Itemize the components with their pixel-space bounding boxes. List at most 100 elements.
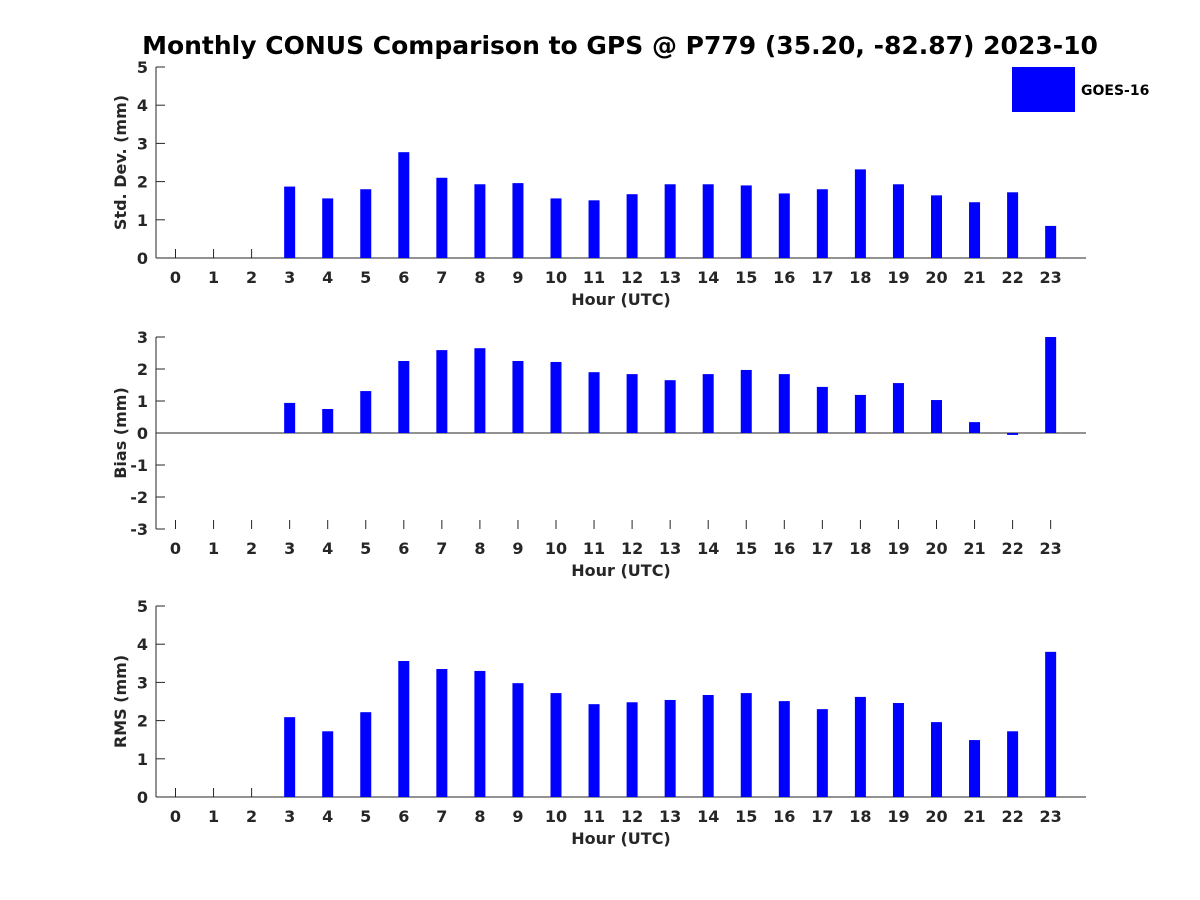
x-tick-label: 7 (436, 268, 447, 287)
x-tick-label: 1 (208, 539, 219, 558)
y-tick-label: -2 (130, 488, 148, 507)
x-tick-label: 21 (963, 268, 985, 287)
x-tick-label: 14 (697, 539, 719, 558)
y-axis-label: RMS (mm) (111, 655, 130, 748)
bar-hour-19 (892, 184, 904, 258)
bar-hour-21 (969, 740, 981, 797)
x-axis-label: Hour (UTC) (571, 290, 671, 309)
legend-label-goes-16: GOES-16 (1081, 83, 1149, 99)
bar-hour-7 (436, 177, 448, 258)
x-tick-label: 17 (811, 268, 833, 287)
x-tick-label: 13 (659, 539, 681, 558)
y-tick-label: 2 (137, 360, 148, 379)
bar-hour-6 (398, 661, 410, 797)
bar-hour-21 (969, 202, 981, 258)
x-tick-label: 1 (208, 807, 219, 826)
x-tick-label: 9 (512, 807, 523, 826)
x-tick-label: 22 (1001, 807, 1023, 826)
y-tick-label: 4 (137, 96, 148, 115)
x-tick-label: 11 (583, 539, 605, 558)
y-tick-label: 5 (137, 58, 148, 77)
x-tick-label: 4 (322, 268, 333, 287)
y-tick-label: -1 (130, 456, 148, 475)
x-tick-label: 12 (621, 807, 643, 826)
bar-hour-12 (626, 374, 638, 433)
x-tick-label: 2 (246, 807, 257, 826)
y-tick-label: 3 (137, 328, 148, 347)
bar-hour-13 (664, 184, 676, 258)
bar-hour-20 (931, 195, 942, 258)
bar-hour-4 (322, 198, 334, 258)
bar-hour-19 (892, 383, 904, 433)
bar-hour-5 (360, 189, 372, 258)
bar-hour-3 (284, 186, 296, 258)
x-tick-label: 0 (170, 807, 181, 826)
bar-hour-11 (588, 704, 600, 797)
bar-hour-19 (892, 703, 904, 797)
x-tick-label: 12 (621, 268, 643, 287)
y-tick-label: 0 (137, 788, 148, 807)
x-tick-label: 4 (322, 539, 333, 558)
x-tick-label: 5 (360, 539, 371, 558)
bar-hour-3 (284, 717, 296, 797)
bar-hour-14 (702, 374, 714, 433)
bar-hour-6 (398, 361, 410, 433)
bar-hour-22 (1007, 731, 1019, 797)
x-axis-label: Hour (UTC) (571, 561, 671, 580)
x-tick-label: 16 (773, 807, 795, 826)
x-tick-label: 0 (170, 268, 181, 287)
x-tick-label: 23 (1040, 268, 1062, 287)
y-tick-label: 0 (137, 424, 148, 443)
bar-hour-3 (284, 402, 296, 433)
bar-hour-12 (626, 194, 638, 258)
y-tick-label: 2 (137, 712, 148, 731)
bar-hour-17 (816, 189, 828, 258)
bar-hour-23 (1045, 225, 1057, 258)
bar-hour-17 (816, 386, 828, 433)
y-tick-label: 1 (137, 392, 148, 411)
bar-hour-8 (474, 184, 486, 258)
y-tick-label: 2 (137, 173, 148, 192)
x-tick-label: 15 (735, 268, 757, 287)
x-tick-label: 21 (963, 807, 985, 826)
x-tick-label: 6 (398, 268, 409, 287)
x-tick-label: 8 (474, 807, 485, 826)
x-tick-label: 0 (170, 539, 181, 558)
x-tick-label: 5 (360, 807, 371, 826)
x-tick-label: 2 (246, 268, 257, 287)
x-tick-label: 18 (849, 807, 871, 826)
bar-hour-16 (778, 193, 790, 258)
bar-hour-9 (512, 683, 524, 797)
x-tick-label: 22 (1001, 268, 1023, 287)
x-tick-label: 4 (322, 807, 333, 826)
x-tick-label: 8 (474, 539, 485, 558)
bar-hour-10 (550, 693, 562, 797)
bar-hour-8 (474, 670, 486, 797)
x-tick-label: 8 (474, 268, 485, 287)
bar-hour-16 (778, 701, 790, 797)
bar-hour-7 (436, 350, 448, 433)
bar-hour-23 (1045, 337, 1057, 433)
x-tick-label: 3 (284, 268, 295, 287)
x-tick-label: 17 (811, 539, 833, 558)
x-tick-label: 20 (925, 539, 947, 558)
y-tick-label: 3 (137, 673, 148, 692)
bar-hour-18 (854, 394, 866, 433)
x-tick-label: 10 (545, 539, 567, 558)
bar-hour-5 (360, 391, 372, 433)
bar-hour-20 (931, 722, 942, 797)
bar-hour-22 (1007, 192, 1019, 258)
bar-hour-5 (360, 712, 372, 797)
x-tick-label: 19 (887, 268, 909, 287)
x-tick-label: 19 (887, 807, 909, 826)
y-tick-label: 1 (137, 211, 148, 230)
chart-title: Monthly CONUS Comparison to GPS @ P779 (… (142, 31, 1098, 60)
x-tick-label: 2 (246, 539, 257, 558)
y-tick-label: 0 (137, 249, 148, 268)
bar-hour-4 (322, 731, 334, 797)
bar-hour-12 (626, 702, 638, 797)
